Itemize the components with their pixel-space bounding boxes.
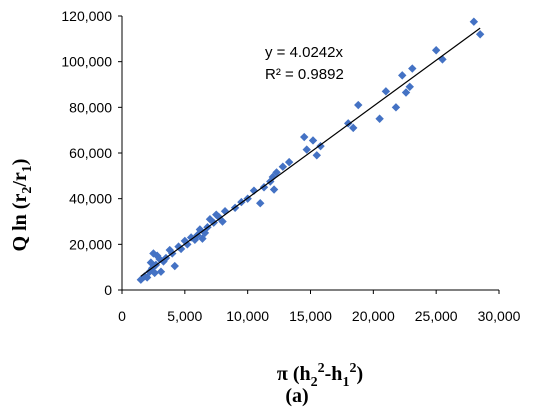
data-point bbox=[159, 257, 168, 266]
y-tick-label: 60,000 bbox=[69, 145, 112, 161]
x-axis-title: π (h22-h12) bbox=[277, 361, 363, 390]
data-point bbox=[186, 233, 196, 242]
x-tick-label: 20,000 bbox=[352, 308, 395, 324]
data-point bbox=[354, 100, 363, 110]
data-point bbox=[212, 210, 221, 219]
data-point bbox=[391, 103, 401, 112]
data-point bbox=[218, 217, 227, 226]
data-point bbox=[269, 185, 279, 194]
data-point bbox=[312, 151, 321, 160]
trendline bbox=[140, 27, 481, 277]
y-axis-title: Q ln (r2/r1) bbox=[9, 159, 35, 252]
data-point bbox=[272, 168, 281, 177]
r-squared-label: R² = 0.9892 bbox=[265, 66, 344, 83]
x-axis: 0 5,000 10,000 15,000 20,000 25,000 30,000 bbox=[118, 289, 521, 324]
data-point bbox=[408, 64, 417, 73]
data-point bbox=[156, 267, 166, 276]
y-tick-label: 80,000 bbox=[69, 99, 112, 115]
data-point bbox=[176, 244, 186, 254]
data-point bbox=[398, 71, 407, 80]
data-point bbox=[150, 268, 159, 278]
data-point bbox=[259, 183, 269, 192]
data-point bbox=[405, 82, 414, 91]
data-point bbox=[375, 114, 384, 123]
y-tick-label: 120,000 bbox=[61, 8, 112, 24]
y-axis: 0 20,000 40,000 60,000 80,000 100,000 120,000 bbox=[61, 8, 123, 298]
data-point bbox=[401, 88, 411, 97]
data-point bbox=[249, 186, 259, 195]
data-point bbox=[183, 240, 192, 249]
data-point bbox=[284, 157, 294, 167]
x-tick-label: 30,000 bbox=[478, 308, 521, 324]
trendline-equation: y = 4.0242x bbox=[265, 44, 343, 61]
data-point bbox=[142, 273, 152, 282]
data-point bbox=[475, 30, 485, 39]
data-point bbox=[469, 17, 479, 26]
y-tick-label: 20,000 bbox=[69, 236, 112, 252]
data-point bbox=[170, 261, 179, 271]
data-point bbox=[200, 228, 210, 238]
data-point bbox=[308, 136, 318, 145]
data-point bbox=[344, 119, 353, 128]
y-tick-label: 0 bbox=[104, 282, 112, 298]
figure-caption: (a) bbox=[285, 385, 308, 407]
data-point bbox=[300, 132, 309, 142]
x-tick-label: 0 bbox=[118, 308, 126, 324]
y-tick-label: 40,000 bbox=[69, 191, 112, 207]
x-tick-label: 10,000 bbox=[226, 308, 269, 324]
data-point bbox=[349, 123, 358, 133]
data-point bbox=[431, 46, 441, 55]
x-tick-label: 15,000 bbox=[289, 308, 332, 324]
x-tick-label: 5,000 bbox=[167, 308, 202, 324]
data-point bbox=[195, 225, 205, 234]
data-point bbox=[316, 141, 325, 151]
x-tick-label: 25,000 bbox=[415, 308, 458, 324]
y-tick-label: 100,000 bbox=[61, 54, 112, 70]
data-point bbox=[278, 162, 288, 171]
data-point bbox=[256, 199, 265, 208]
data-point bbox=[198, 234, 207, 243]
data-point bbox=[438, 55, 447, 64]
data-point bbox=[381, 87, 391, 96]
data-point bbox=[302, 145, 311, 154]
